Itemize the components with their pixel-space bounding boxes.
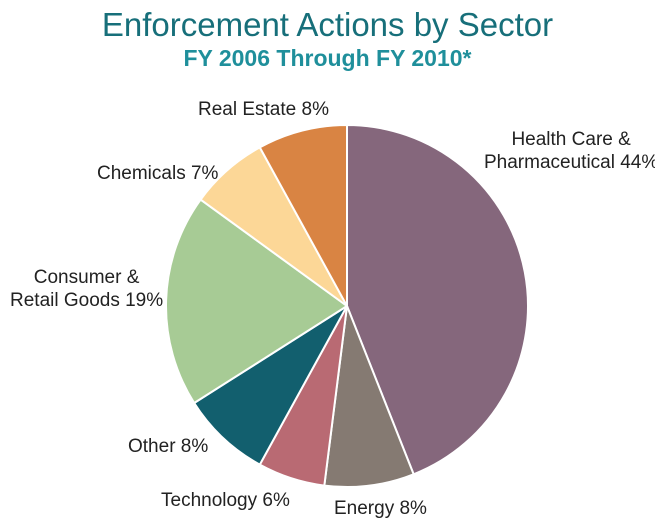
slice-label-consumer-retail: Consumer & Retail Goods 19% bbox=[10, 267, 164, 311]
pie-slice-4 bbox=[165, 198, 348, 404]
pie-slice-1 bbox=[323, 305, 415, 488]
slice-label-real-estate: Real Estate 8% bbox=[198, 99, 329, 120]
slice-label-technology: Technology 6% bbox=[161, 490, 290, 511]
pie-slice-0 bbox=[346, 124, 529, 476]
slice-label-energy: Energy 8% bbox=[334, 498, 427, 519]
slice-label-chemicals: Chemicals 7% bbox=[97, 163, 219, 184]
slice-label-other: Other 8% bbox=[128, 436, 209, 457]
pie-slice-6 bbox=[258, 124, 348, 307]
chart-subtitle: FY 2006 Through FY 2010* bbox=[183, 45, 472, 71]
pie-slice-3 bbox=[193, 305, 348, 466]
slice-label-health-care: Health Care & Pharmaceutical 44% bbox=[484, 129, 655, 173]
chart-title: Enforcement Actions by Sector bbox=[101, 6, 554, 43]
